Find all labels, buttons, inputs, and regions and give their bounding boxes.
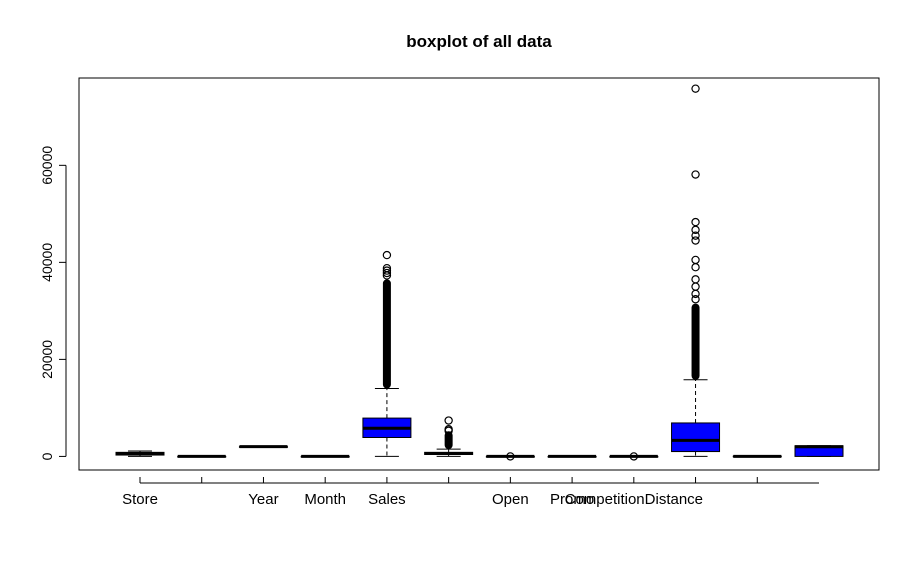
box-unlabeled-9 (671, 84, 721, 457)
outlier-point (506, 452, 515, 461)
x-tick-label: Open (492, 491, 529, 508)
box-unlabeled-11 (794, 445, 844, 457)
outlier-point (382, 266, 392, 275)
box-iqr (671, 422, 721, 453)
outlier-point (691, 84, 700, 93)
box-open (485, 452, 535, 461)
x-tick-label: Promo (550, 491, 594, 508)
outlier-point (691, 289, 700, 299)
outlier-point (691, 236, 700, 245)
y-axis: 0 20000 40000 60000 (39, 146, 67, 460)
y-tick-label: 40000 (39, 243, 55, 282)
outlier-band (382, 279, 391, 389)
y-tick-label: 20000 (39, 340, 55, 379)
y-tick-label: 0 (39, 452, 55, 460)
x-tick-label: CompetitionDistance (565, 491, 703, 508)
box-unlabeled-1 (177, 454, 227, 458)
y-tick-label: 60000 (39, 146, 55, 185)
box-sales (362, 250, 412, 457)
outlier-point (382, 268, 392, 278)
x-axis: Store Year Month Sales Open PromoCompetitionD… (122, 477, 819, 508)
box-year (238, 445, 288, 449)
x-tick-label: Month (304, 491, 346, 508)
outlier-point (444, 426, 453, 435)
boxes (115, 84, 844, 461)
box-competitiondistance (609, 452, 659, 461)
x-tick-label: Year (248, 491, 278, 508)
outlier-point (691, 170, 700, 179)
box-store (115, 450, 165, 457)
outlier-point (691, 225, 700, 235)
outlier-point (691, 282, 700, 291)
x-tick-label: Store (122, 491, 158, 508)
outlier-band (444, 431, 453, 450)
outlier-point (691, 255, 700, 265)
plot-frame (78, 77, 880, 471)
outlier-band (691, 303, 700, 380)
outlier-point (382, 271, 392, 280)
box-unlabeled-5 (424, 416, 474, 457)
box-unlabeled-10 (732, 454, 782, 458)
outlier-point (691, 275, 700, 284)
outlier-point (691, 231, 700, 240)
x-tick-label: Sales (368, 491, 406, 508)
box-month (300, 454, 350, 458)
outlier-point (691, 217, 700, 227)
chart-title: boxplot of all data (406, 32, 552, 51)
outlier-point (382, 250, 392, 260)
outlier-point (691, 295, 700, 304)
box-promo (547, 454, 597, 458)
outlier-point (629, 452, 639, 461)
outlier-point (444, 416, 453, 425)
outlier-point (691, 263, 700, 272)
